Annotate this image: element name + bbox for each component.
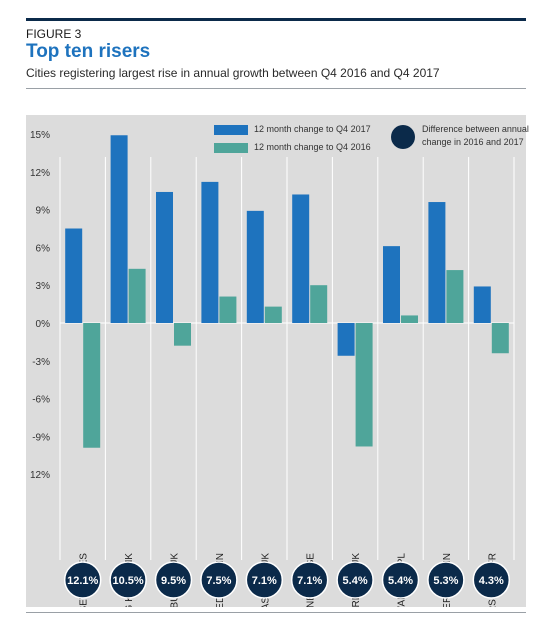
bar-2017	[65, 228, 83, 323]
chart-title: Top ten risers	[26, 41, 151, 62]
bar-2016	[401, 315, 418, 323]
difference-label: 12.1%	[67, 575, 98, 587]
difference-label: 5.3%	[433, 575, 458, 587]
difference-circle	[63, 561, 102, 599]
bar-2017	[337, 323, 355, 356]
bar-2016	[446, 270, 464, 323]
chart-plot: 15%12%9%6%3%0%-3%-6%-9%12%SEVILLA, ES12.…	[30, 130, 515, 607]
legend-label-difference-1: Difference between annual	[422, 124, 529, 134]
difference-circle	[336, 561, 374, 599]
difference-label: 7.5%	[206, 575, 231, 587]
legend-label-difference-2: change in 2016 and 2017	[422, 137, 524, 147]
difference-circle	[154, 561, 193, 599]
difference-label: 4.3%	[479, 575, 504, 587]
legend-circle-icon	[391, 125, 415, 149]
difference-label: 5.4%	[343, 575, 368, 587]
y-tick-label: 6%	[36, 243, 51, 254]
difference-circle	[381, 561, 420, 599]
bar-2016	[264, 306, 282, 323]
bar-2016	[310, 285, 328, 323]
y-tick-label: 9%	[36, 206, 51, 217]
bar-2016	[355, 323, 373, 447]
legend-swatch-2016	[214, 143, 248, 153]
difference-circle	[472, 561, 511, 599]
difference-circle	[245, 561, 284, 599]
difference-circle	[200, 561, 238, 599]
bottom-rule	[26, 612, 526, 613]
y-tick-label: 12%	[30, 470, 50, 481]
bar-2016	[174, 323, 191, 346]
bar-2017	[292, 194, 310, 323]
figure-label: FIGURE 3	[26, 27, 82, 41]
difference-label: 9.5%	[161, 575, 186, 587]
chart-panel: 15%12%9%6%3%0%-3%-6%-9%12%SEVILLA, ES12.…	[26, 115, 529, 607]
legend-label-2017: 12 month change to Q4 2017	[254, 124, 371, 134]
bar-2016	[83, 323, 101, 448]
difference-circle	[427, 561, 465, 599]
y-tick-label: -6%	[32, 395, 50, 406]
difference-circle	[290, 561, 329, 599]
y-tick-label: -9%	[32, 432, 50, 443]
bar-2017	[428, 202, 446, 323]
difference-label: 7.1%	[297, 575, 322, 587]
difference-circle	[109, 561, 147, 599]
y-tick-label: 3%	[36, 281, 51, 292]
difference-label: 7.1%	[252, 575, 277, 587]
bar-2017	[156, 191, 173, 323]
bar-2016	[219, 296, 237, 323]
legend-swatch-2017	[214, 125, 248, 135]
legend: 12 month change to Q4 2017 12 month chan…	[214, 123, 529, 163]
y-tick-label: 15%	[30, 130, 50, 141]
bar-2016	[491, 323, 509, 354]
bar-2017	[473, 286, 491, 323]
y-tick-label: 0%	[36, 319, 51, 330]
difference-label: 5.4%	[388, 575, 413, 587]
bar-2016	[128, 268, 146, 323]
top-rule	[26, 18, 526, 21]
y-tick-label: 12%	[30, 168, 50, 179]
subtitle-rule	[26, 88, 526, 89]
bar-2017	[383, 246, 400, 323]
legend-label-2016: 12 month change to Q4 2016	[254, 142, 371, 152]
bar-2017	[110, 135, 128, 323]
bar-2017	[201, 181, 219, 323]
bar-2017	[246, 210, 264, 323]
chart-subtitle: Cities registering largest rise in annua…	[26, 66, 440, 80]
difference-label: 10.5%	[112, 575, 143, 587]
y-tick-label: -3%	[32, 357, 50, 368]
